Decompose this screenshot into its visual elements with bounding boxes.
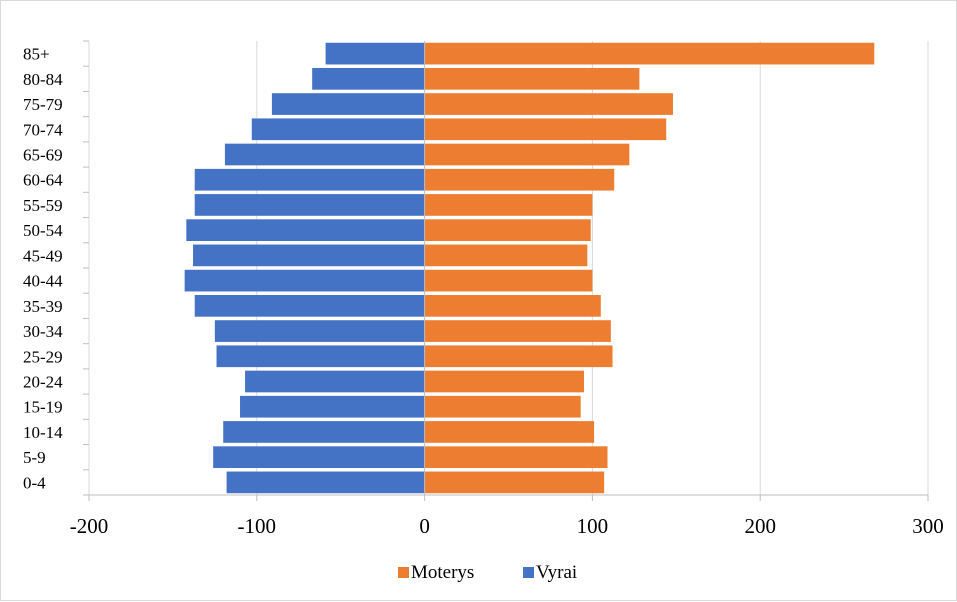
bar-vyrai-10-14	[223, 421, 425, 443]
bar-moterys-85+	[424, 42, 875, 65]
bar-vyrai-0-4	[226, 471, 425, 494]
y-tick-label: 45-49	[23, 246, 63, 265]
bar-vyrai-20-24	[245, 370, 425, 393]
y-tick-label: 60-64	[23, 171, 63, 190]
y-tick-labels: 0-4 5-9 10-14 15-19 20-24 25-29 30-34 35-39 40-4…	[23, 45, 63, 493]
x-tick-label: 200	[744, 514, 776, 538]
bar-moterys-40-44	[424, 269, 593, 292]
x-tick-labels: -200 -100 0 100 200 300	[70, 514, 944, 538]
legend-label-moterys: Moterys	[411, 562, 474, 583]
x-tick-label: 0	[419, 514, 430, 538]
bar-vyrai-85+	[325, 42, 425, 65]
bar-vyrai-45-49	[193, 244, 425, 267]
bar-moterys-65-69	[424, 143, 630, 166]
legend: Moterys Vyrai	[398, 562, 577, 583]
bar-vyrai-55-59	[194, 194, 425, 216]
bar-moterys-75-79	[424, 93, 673, 115]
bar-moterys-25-29	[424, 345, 613, 368]
y-tick-label: 35-39	[23, 297, 63, 316]
axes	[83, 40, 929, 501]
y-tick-label: 30-34	[23, 322, 63, 341]
y-tick-label: 70-74	[23, 120, 63, 139]
bar-moterys-20-24	[424, 370, 585, 393]
y-tick-label: 25-29	[23, 347, 63, 366]
bar-vyrai-15-19	[240, 395, 425, 418]
y-tick-label: 65-69	[23, 146, 63, 165]
bar-moterys-15-19	[424, 395, 581, 418]
y-tick-label: 85+	[23, 45, 50, 64]
y-tick-label: 40-44	[23, 272, 63, 291]
bar-moterys-70-74	[424, 118, 667, 141]
bar-moterys-55-59	[424, 194, 593, 216]
bar-vyrai-70-74	[251, 118, 425, 141]
x-tick-label: 100	[577, 514, 609, 538]
bar-vyrai-40-44	[184, 269, 425, 292]
x-tick-label: -100	[238, 514, 277, 538]
bar-moterys-0-4	[424, 471, 605, 494]
bar-moterys-10-14	[424, 421, 595, 443]
bar-vyrai-30-34	[214, 320, 425, 342]
x-tick-label: 300	[912, 514, 944, 538]
bar-vyrai-35-39	[194, 294, 425, 317]
x-tick-label: -200	[70, 514, 109, 538]
y-tick-label: 50-54	[23, 221, 63, 240]
bar-vyrai-5-9	[213, 446, 425, 469]
y-tick-label: 0-4	[23, 473, 46, 492]
bar-vyrai-75-79	[271, 93, 425, 115]
bar-moterys-35-39	[424, 294, 601, 317]
bar-vyrai-65-69	[224, 143, 425, 166]
y-tick-label: 55-59	[23, 196, 63, 215]
bar-moterys-80-84	[424, 67, 640, 90]
bar-moterys-5-9	[424, 446, 608, 469]
bar-moterys-60-64	[424, 168, 615, 191]
y-tick-label: 75-79	[23, 95, 63, 114]
bar-vyrai-60-64	[194, 168, 425, 191]
bars	[184, 42, 875, 494]
bar-moterys-45-49	[424, 244, 588, 267]
bar-vyrai-25-29	[216, 345, 425, 368]
legend-label-vyrai: Vyrai	[536, 562, 577, 583]
bar-vyrai-50-54	[186, 219, 425, 242]
y-tick-label: 80-84	[23, 70, 63, 89]
y-tick-label: 15-19	[23, 398, 63, 417]
y-tick-label: 10-14	[23, 423, 63, 442]
y-tick-label: 20-24	[23, 373, 63, 392]
legend-swatch-moterys	[398, 567, 409, 578]
bar-vyrai-80-84	[312, 67, 425, 90]
bar-moterys-50-54	[424, 219, 591, 242]
bar-moterys-30-34	[424, 320, 611, 342]
legend-swatch-vyrai	[523, 567, 534, 578]
y-tick-label: 5-9	[23, 448, 46, 467]
